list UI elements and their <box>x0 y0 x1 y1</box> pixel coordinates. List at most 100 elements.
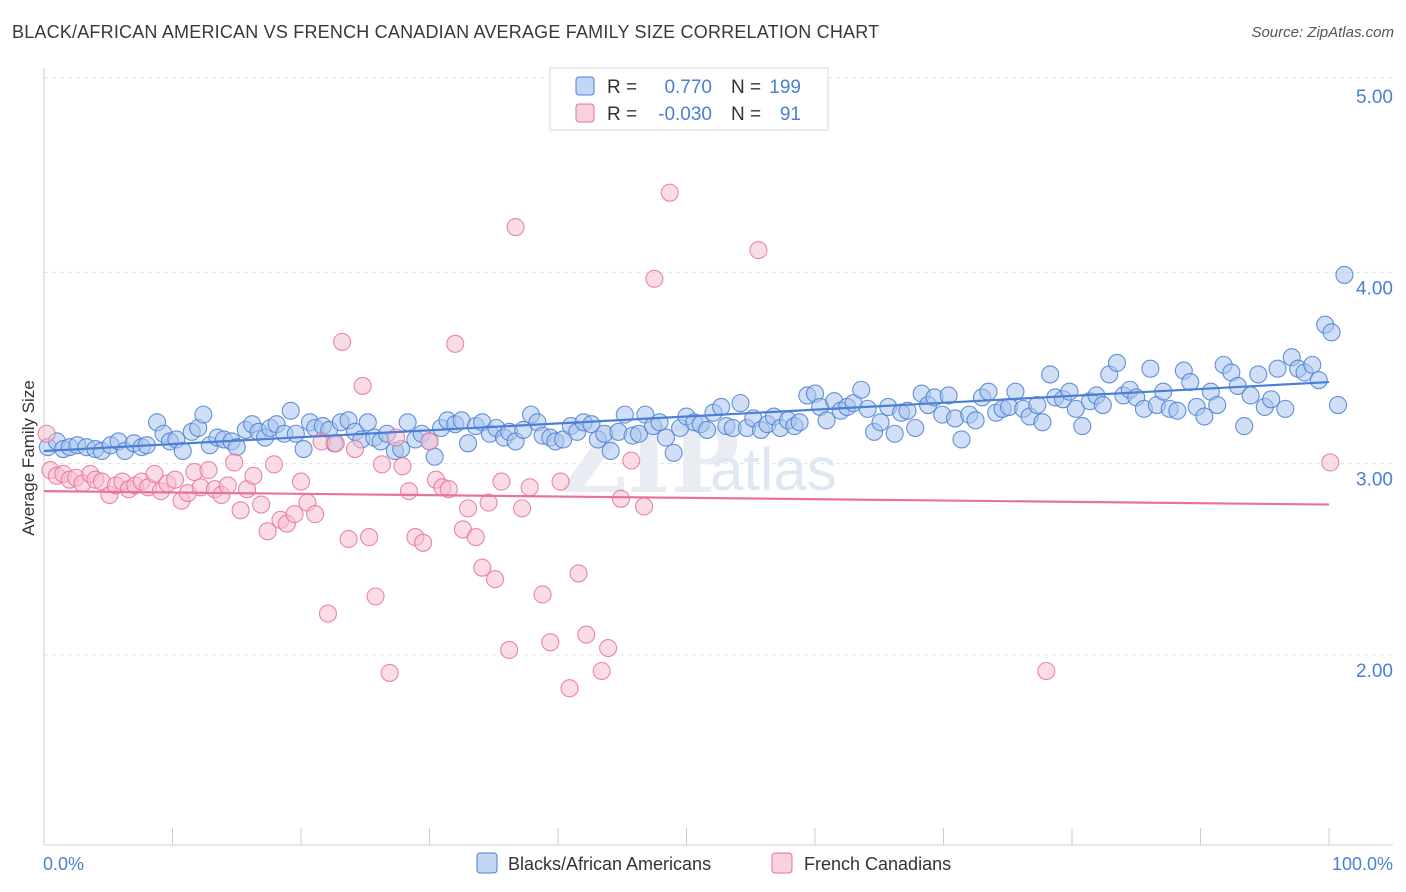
point-french-canadians <box>199 461 218 480</box>
point-french-canadians <box>446 334 465 353</box>
point-french-canadians <box>244 466 263 485</box>
point-french-canadians <box>622 451 641 470</box>
chart-title: BLACK/AFRICAN AMERICAN VS FRENCH CANADIA… <box>12 22 880 42</box>
legend-swatch-blue <box>575 76 595 96</box>
y-axis-label: Average Family Size <box>19 380 38 536</box>
point-blacks <box>790 413 809 432</box>
point-blacks <box>1328 395 1348 415</box>
point-french-canadians <box>439 480 458 499</box>
point-french-canadians <box>592 661 611 681</box>
point-blacks <box>1066 399 1085 418</box>
point-french-canadians <box>166 470 185 489</box>
point-french-canadians <box>569 564 588 583</box>
point-blacks <box>1249 365 1268 384</box>
point-blacks <box>1060 382 1079 401</box>
point-french-canadians <box>577 625 596 644</box>
point-blacks <box>852 380 871 399</box>
legend-r-value-pink: -0.030 <box>658 104 712 125</box>
point-french-canadians <box>399 482 418 501</box>
point-french-canadians <box>599 638 618 658</box>
point-blacks <box>731 394 750 413</box>
point-blacks <box>664 443 683 462</box>
point-french-canadians <box>479 493 498 512</box>
legend-box <box>549 67 829 131</box>
point-french-canadians <box>749 241 768 260</box>
point-french-canadians <box>420 432 439 451</box>
legend-n-value-blue: 199 <box>769 77 801 98</box>
legend-r-label-blue: R = <box>607 77 637 98</box>
point-blacks <box>1107 353 1127 373</box>
point-french-canadians <box>291 472 311 491</box>
point-blacks <box>1181 373 1200 392</box>
y-tick-label: 5.00 <box>1356 87 1393 108</box>
point-french-canadians <box>393 457 412 476</box>
series-french-canadians-points <box>37 183 1340 698</box>
watermark-atlas: atlas <box>710 436 837 503</box>
point-french-canadians <box>37 424 56 443</box>
point-blacks <box>952 430 971 449</box>
point-blacks <box>966 411 985 430</box>
point-french-canadians <box>551 472 570 491</box>
point-blacks <box>1322 323 1341 342</box>
point-french-canadians <box>306 505 325 524</box>
point-french-canadians <box>492 472 511 491</box>
legend-n-label-pink: N = <box>731 104 761 125</box>
x-tick-label-end: 100.0% <box>1332 854 1393 874</box>
point-blacks <box>906 418 925 438</box>
point-french-canadians <box>414 533 433 552</box>
point-blacks <box>554 430 573 449</box>
point-french-canadians <box>225 453 244 472</box>
point-french-canadians <box>264 455 284 474</box>
point-blacks <box>1195 407 1214 426</box>
point-french-canadians <box>218 476 237 495</box>
point-blacks <box>629 424 649 443</box>
axes <box>43 68 1393 846</box>
legend-r-value-blue: 0.770 <box>664 77 712 98</box>
point-blacks <box>1033 413 1052 432</box>
point-blacks <box>458 434 478 453</box>
point-blacks <box>1276 399 1295 418</box>
point-blacks <box>1303 355 1322 374</box>
point-french-canadians <box>458 499 478 518</box>
y-tick-label: 3.00 <box>1356 470 1393 491</box>
bottom-legend-swatch-pink <box>771 852 793 874</box>
point-blacks <box>194 405 213 424</box>
point-blacks <box>173 441 192 461</box>
point-blacks <box>898 401 917 420</box>
point-blacks <box>1041 365 1060 384</box>
legend-n-value-pink: 91 <box>780 104 801 125</box>
point-french-canadians <box>231 501 250 520</box>
point-french-canadians <box>1321 453 1340 472</box>
point-french-canadians <box>512 499 532 518</box>
point-french-canadians <box>326 434 345 453</box>
point-french-canadians <box>252 495 271 514</box>
bottom-legend-label-blue: Blacks/African Americans <box>508 854 711 874</box>
source-label: Source: ZipAtlas.com <box>1251 24 1394 41</box>
point-french-canadians <box>635 497 654 516</box>
point-blacks <box>286 424 305 443</box>
point-blacks <box>1335 265 1354 284</box>
point-french-canadians <box>372 455 392 474</box>
point-blacks <box>817 411 836 430</box>
point-blacks <box>656 428 675 447</box>
trend-line-french-canadians <box>43 490 1330 506</box>
trend-lines <box>43 380 1330 506</box>
point-french-canadians <box>485 570 505 589</box>
point-french-canadians <box>318 604 338 623</box>
point-blacks <box>1208 395 1227 415</box>
point-blacks <box>1268 359 1287 378</box>
bottom-legend-label-pink: French Canadians <box>804 854 951 874</box>
point-french-canadians <box>466 528 485 547</box>
point-french-canadians <box>360 528 379 547</box>
point-french-canadians <box>366 587 385 606</box>
point-blacks <box>939 386 958 405</box>
point-blacks <box>1309 371 1328 390</box>
point-french-canadians <box>660 183 679 202</box>
legend-n-label-blue: N = <box>731 77 761 98</box>
point-french-canadians <box>353 376 372 395</box>
point-blacks <box>1028 395 1047 415</box>
point-french-canadians <box>380 663 399 682</box>
point-french-canadians <box>560 679 579 698</box>
y-tick-labels: 2.00 3.00 4.00 5.00 <box>1356 87 1393 682</box>
